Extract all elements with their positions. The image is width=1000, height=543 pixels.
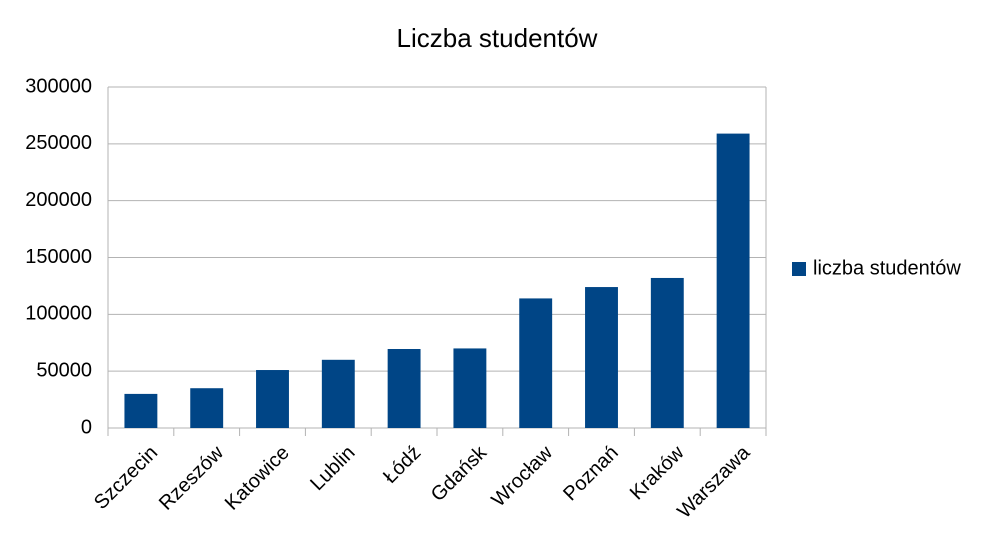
bar [190, 388, 224, 428]
legend-label: liczba studentów [813, 257, 961, 279]
bar [256, 370, 289, 428]
y-tick-label: 300000 [25, 75, 92, 97]
bar [387, 349, 421, 428]
y-tick-label: 200000 [25, 189, 92, 211]
y-tick-label: 250000 [25, 132, 92, 154]
bar [519, 298, 553, 428]
y-tick-label: 0 [81, 416, 92, 438]
y-tick-label: 50000 [36, 359, 92, 381]
y-tick-label: 150000 [25, 246, 92, 268]
chart-title: Liczba studentów [397, 23, 598, 53]
bar [124, 393, 158, 428]
bar [716, 133, 750, 428]
y-tick-label: 100000 [25, 303, 92, 325]
bar [453, 348, 487, 428]
bar [585, 287, 618, 428]
bar [321, 359, 355, 428]
legend-swatch [792, 262, 806, 276]
bar [650, 277, 684, 428]
